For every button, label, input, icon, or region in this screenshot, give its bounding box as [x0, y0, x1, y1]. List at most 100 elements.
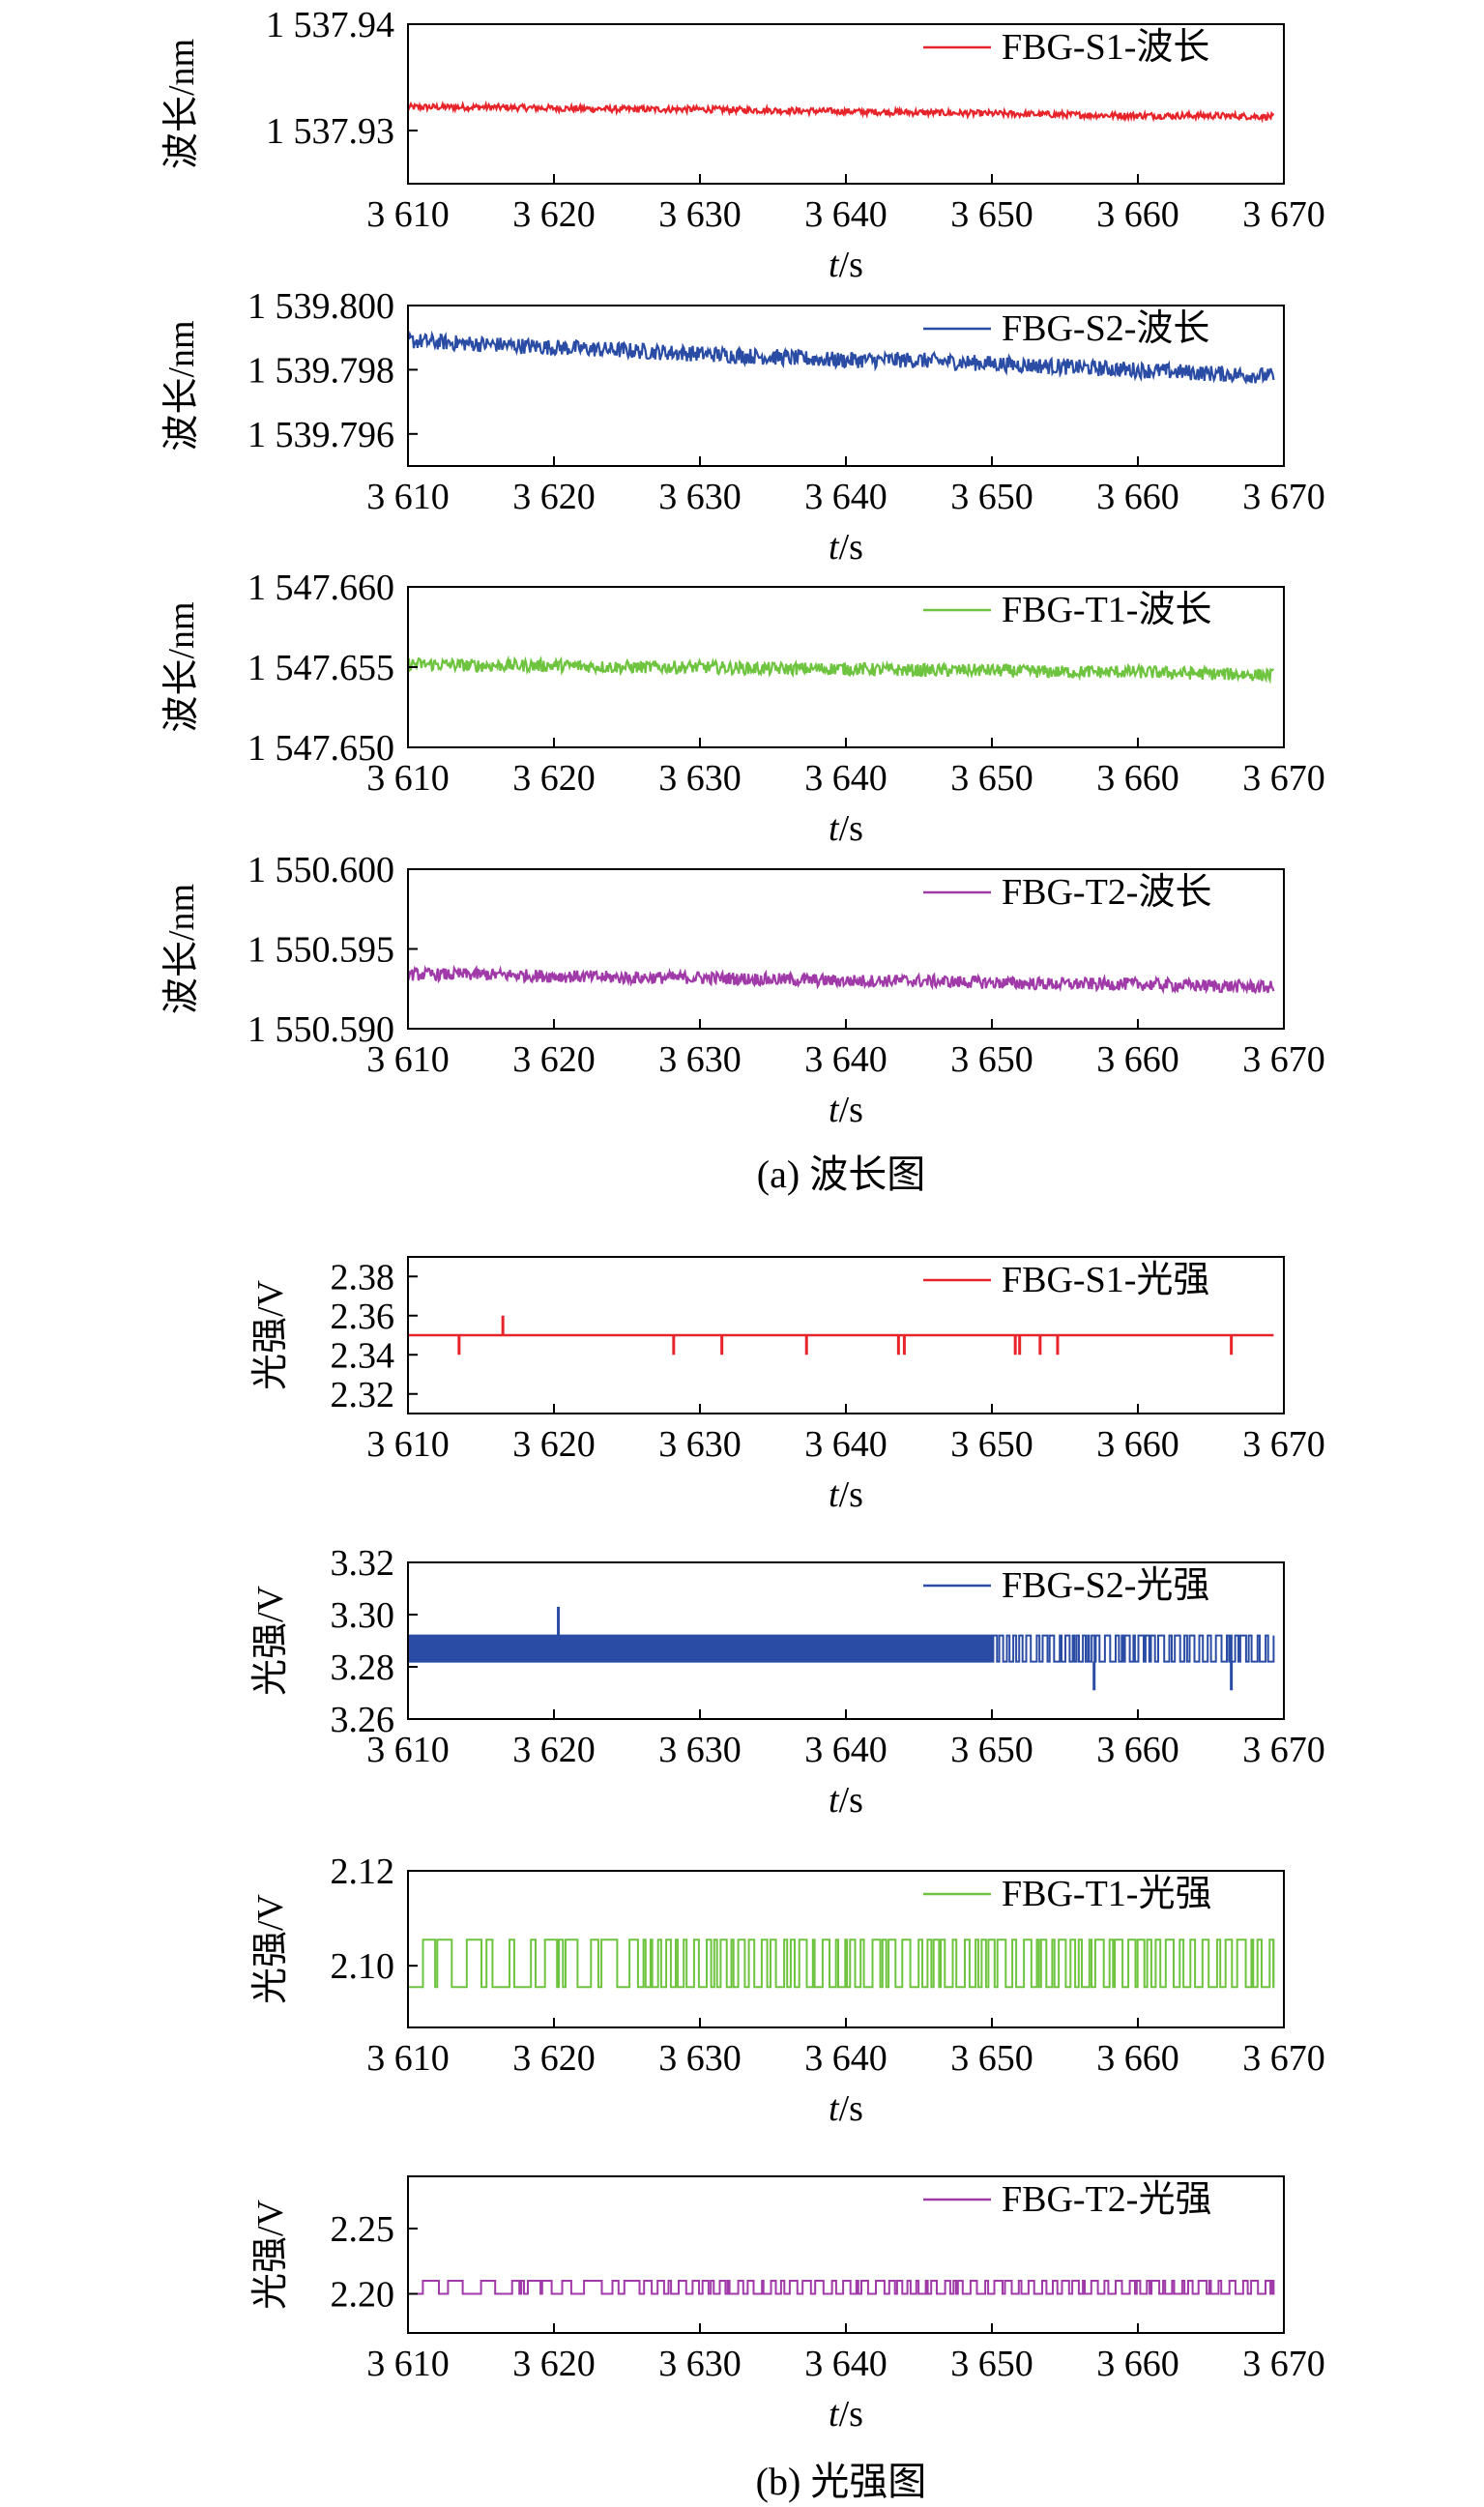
- x-tick-label: 3 610: [366, 194, 450, 235]
- x-tick-label: 3 650: [950, 477, 1033, 517]
- y-axis-label-3: 波长/nm: [161, 601, 202, 732]
- x-tick-label: 3 670: [1242, 1039, 1325, 1080]
- x-tick-label: 3 660: [1096, 1424, 1179, 1465]
- chart-panel-5: 3 610 3 620 3 630 3 640 3 650 3 660 3 6702.322…: [250, 1256, 1325, 1515]
- series-line-3: [407, 655, 1275, 685]
- x-tick-label: 3 670: [1242, 1730, 1325, 1770]
- chart-panel-1: 3 610 3 620 3 630 3 640 3 650 3 660 3 670 1 537…: [161, 5, 1325, 285]
- y-tick-label: 1 550.595: [247, 930, 394, 971]
- x-tick-label: 3 640: [804, 758, 887, 799]
- x-tick-label: 3 620: [512, 2344, 596, 2384]
- x-tick-label: 3 610: [366, 2038, 450, 2079]
- x-tick-label: 3 620: [512, 1039, 596, 1080]
- legend-label-8: FBG-T2-光强: [1002, 2179, 1211, 2220]
- x-axis-label-1: t/s: [829, 245, 863, 285]
- x-tick-label: 3 630: [658, 1424, 742, 1465]
- y-axis-label-6: 光强/V: [250, 1585, 291, 1696]
- x-axis-label-var: t: [829, 527, 840, 568]
- y-tick-label: 1 547.660: [247, 568, 394, 608]
- caption-a: (a) 波长图: [757, 1152, 925, 1196]
- legend-label-6: FBG-S2-光强: [1002, 1565, 1209, 1606]
- chart-panel-2: 3 610 3 620 3 630 3 640 3 650 3 660 3 670 1 539…: [161, 286, 1325, 568]
- legend-label-7: FBG-T1-光强: [1002, 1874, 1211, 1914]
- legend-label-5: FBG-S1-光强: [1002, 1260, 1209, 1300]
- x-axis-label-8: t/s: [829, 2394, 863, 2434]
- x-tick-label: 3 630: [658, 2344, 742, 2384]
- x-axis-label-var: t: [829, 2394, 840, 2434]
- y-tick-label: 1 539.796: [247, 415, 394, 455]
- x-tick-label: 3 660: [1096, 1730, 1179, 1770]
- x-axis-label-unit: /s: [839, 1780, 863, 1821]
- y-axis-label-1: 波长/nm: [161, 39, 202, 169]
- x-tick-label: 3 650: [950, 194, 1033, 235]
- x-tick-label: 3 630: [658, 1039, 742, 1080]
- x-tick-label: 3 630: [658, 194, 742, 235]
- y-tick-label: 2.20: [331, 2275, 395, 2316]
- y-tick-label: 1 537.93: [266, 111, 394, 152]
- x-axis-label-6: t/s: [829, 1780, 863, 1821]
- x-tick-label: 3 650: [950, 1730, 1033, 1770]
- x-axis-label-2: t/s: [829, 527, 863, 568]
- x-axis-label-unit: /s: [839, 1474, 863, 1515]
- y-axis-label-2: 波长/nm: [161, 320, 202, 451]
- y-tick-label: 1 547.650: [247, 728, 394, 769]
- chart-panel-4: 3 610 3 620 3 630 3 640 3 650 3 660 3 670 1 550…: [161, 850, 1325, 1130]
- x-tick-label: 3 640: [804, 1039, 887, 1080]
- x-tick-label: 3 630: [658, 758, 742, 799]
- x-axis-label-5: t/s: [829, 1474, 863, 1515]
- series-line-6: [408, 1634, 1275, 1663]
- x-tick-label: 3 670: [1242, 477, 1325, 517]
- y-tick-label: 1 550.600: [247, 850, 394, 890]
- y-tick-label: 1 539.798: [247, 350, 394, 391]
- caption-b: (b) 光强图: [756, 2460, 927, 2503]
- x-tick-label: 3 640: [804, 2038, 887, 2079]
- x-tick-label: 3 640: [804, 194, 887, 235]
- x-tick-label: 3 660: [1096, 2038, 1179, 2079]
- x-axis-label-unit: /s: [839, 245, 863, 285]
- x-tick-label: 3 620: [512, 477, 596, 517]
- x-tick-label: 3 670: [1242, 2038, 1325, 2079]
- y-tick-label: 1 547.655: [247, 648, 394, 688]
- chart-panels: 3 610 3 620 3 630 3 640 3 650 3 660 3 670 1 537…: [161, 5, 1325, 2434]
- x-axis-label-unit: /s: [839, 1090, 863, 1130]
- x-axis-label-var: t: [829, 808, 840, 849]
- y-tick-label: 2.32: [331, 1375, 395, 1415]
- x-axis-label-var: t: [829, 2088, 840, 2129]
- x-axis-label-var: t: [829, 1780, 840, 1821]
- x-tick-label: 3 650: [950, 1424, 1033, 1465]
- x-tick-label: 3 650: [950, 1039, 1033, 1080]
- series-line-4: [406, 964, 1275, 995]
- x-tick-label: 3 670: [1242, 194, 1325, 235]
- y-tick-label: 1 537.94: [266, 5, 394, 45]
- x-tick-label: 3 660: [1096, 2344, 1179, 2384]
- x-tick-label: 3 610: [366, 1424, 450, 1465]
- series-line-2: [406, 330, 1275, 386]
- x-tick-label: 3 620: [512, 1730, 596, 1770]
- x-tick-label: 3 660: [1096, 477, 1179, 517]
- y-tick-label: 2.38: [331, 1257, 395, 1297]
- x-axis-label-unit: /s: [839, 808, 863, 849]
- x-tick-label: 3 620: [512, 1424, 596, 1465]
- legend-label-2: FBG-S2-波长: [1002, 308, 1209, 349]
- series-line-7: [408, 1939, 1275, 1989]
- x-axis-label-4: t/s: [829, 1090, 863, 1130]
- x-tick-label: 3 610: [366, 758, 450, 799]
- y-tick-label: 2.25: [331, 2209, 395, 2250]
- y-tick-label: 3.26: [331, 1700, 395, 1740]
- y-tick-label: 3.32: [331, 1543, 395, 1584]
- y-tick-label: 2.36: [331, 1297, 395, 1337]
- y-tick-label: 3.30: [331, 1595, 395, 1636]
- x-tick-label: 3 610: [366, 477, 450, 517]
- series-line-8: [408, 2280, 1275, 2295]
- series-line-1: [406, 100, 1275, 124]
- y-axis-label-4: 波长/nm: [161, 884, 202, 1014]
- x-tick-label: 3 620: [512, 758, 596, 799]
- y-tick-label: 1 550.590: [247, 1009, 394, 1050]
- x-tick-label: 3 660: [1096, 1039, 1179, 1080]
- y-axis-label-8: 光强/V: [250, 2199, 291, 2310]
- x-tick-label: 3 650: [950, 2344, 1033, 2384]
- x-tick-label: 3 660: [1096, 194, 1179, 235]
- x-tick-label: 3 610: [366, 2344, 450, 2384]
- chart-panel-7: 3 610 3 620 3 630 3 640 3 650 3 660 3 670 2.10 2…: [250, 1851, 1325, 2129]
